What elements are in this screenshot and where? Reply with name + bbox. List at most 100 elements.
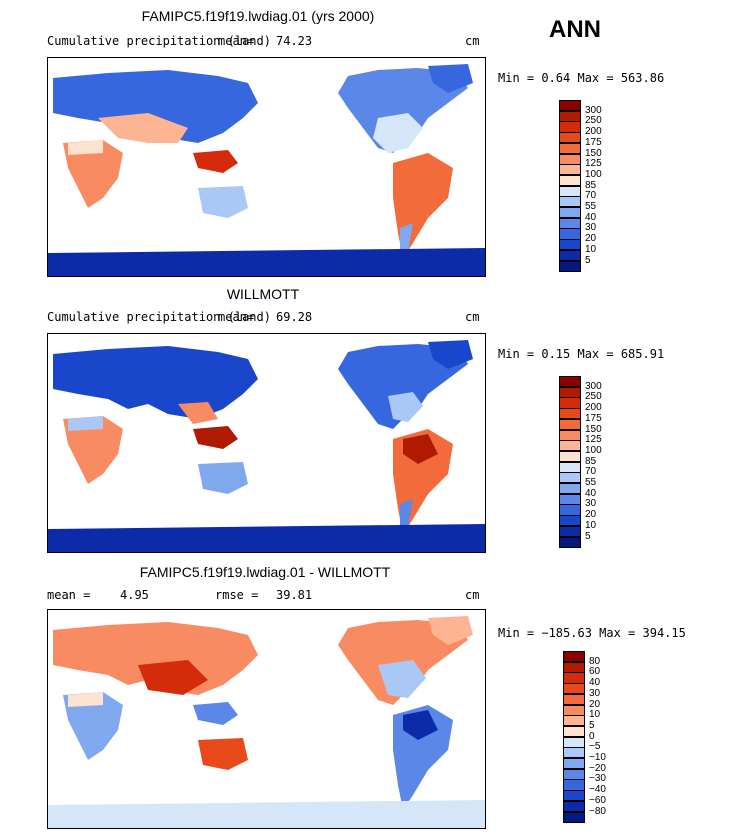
panel2-mean-value: 69.28 (276, 310, 313, 324)
colorbar-tick-label: −30 (589, 773, 606, 785)
colorbar-swatch (563, 790, 585, 802)
panel3-rmse-label: rmse = (215, 588, 259, 602)
colorbar-tick-label: 150 (585, 423, 602, 435)
colorbar-swatch (559, 185, 581, 197)
colorbar-swatch (559, 100, 581, 112)
panel1-mean-value: 74.23 (276, 34, 313, 48)
panel3-stats: Min = −185.63 Max = 394.15 (498, 626, 686, 640)
panel2-map-svg (48, 340, 485, 552)
panel2-subtitle: Cumulative precipitation (land) (47, 310, 271, 324)
colorbar-tick-label: 40 (589, 677, 601, 689)
colorbar-swatch (559, 515, 581, 527)
colorbar-swatch (559, 536, 581, 548)
panel2-na-central (388, 392, 423, 422)
colorbar-swatch (559, 217, 581, 229)
colorbar-swatch (559, 132, 581, 144)
colorbar-tick-label: −10 (589, 752, 606, 763)
colorbar-tick-label: −5 (589, 741, 601, 753)
colorbar-tick-label: 175 (585, 412, 602, 424)
colorbar-tick-label: 85 (585, 455, 597, 467)
colorbar-tick-label: 250 (585, 391, 602, 403)
panel1-subtitle: Cumulative precipitation (land) (47, 34, 271, 48)
colorbar-tick-label: 20 (585, 233, 597, 245)
panel2-title: WILLMOTT (226, 286, 300, 302)
colorbar-swatch (563, 758, 585, 770)
colorbar-tick-label: 10 (585, 243, 597, 255)
colorbar-tick-label: 5 (585, 530, 591, 542)
colorbar-tick-label: 55 (585, 477, 597, 488)
panel3-units: cm (465, 588, 480, 602)
panel3-sahara (68, 692, 103, 707)
colorbar-tick-label: 20 (589, 698, 601, 710)
panel1-greenland (428, 64, 473, 93)
colorbar-tick-label: 80 (589, 655, 601, 667)
panel1-north-america (338, 68, 468, 153)
panel2-stats: Min = 0.15 Max = 685.91 (498, 347, 665, 361)
colorbar-tick-label: 20 (585, 509, 597, 521)
panel3-mean-value: 4.95 (120, 588, 149, 602)
colorbar-tick-label: 5 (585, 254, 591, 266)
colorbar-tick-label: 125 (585, 434, 602, 446)
colorbar-swatch (563, 651, 585, 663)
panel2-units: cm (465, 310, 480, 324)
colorbar-swatch (563, 779, 585, 791)
colorbar-swatch (559, 228, 581, 240)
colorbar-tick-label: 70 (585, 466, 597, 478)
panel2-map (47, 333, 486, 553)
colorbar-swatch (559, 207, 581, 219)
colorbar-tick-label: 40 (585, 487, 597, 499)
panel3-eurasia (53, 622, 258, 695)
panel1-central-asia (98, 113, 188, 143)
colorbar-tick-label: 30 (585, 498, 597, 510)
panel1-mean-label: mean= (218, 34, 255, 48)
colorbar-tick-label: 40 (585, 211, 597, 223)
colorbar-swatch (559, 440, 581, 452)
panel2-antarctica (48, 524, 485, 552)
colorbar-swatch (563, 704, 585, 716)
colorbar-tick-label: 30 (589, 687, 601, 699)
panel2-north-america (338, 344, 468, 429)
colorbar-tick-label: 250 (585, 115, 602, 127)
colorbar-tick-label: 175 (585, 136, 602, 148)
panel2-south-asia (178, 402, 218, 424)
colorbar-tick-label: 100 (585, 444, 602, 456)
panel1-title: FAMIPC5.f19f19.lwdiag.01 (yrs 2000) (141, 8, 375, 24)
panel2-greenland (428, 340, 473, 369)
colorbar-swatch (559, 450, 581, 463)
colorbar-swatch (559, 142, 581, 154)
panel3-maritime-asia (193, 702, 238, 725)
colorbar-tick-label: −60 (589, 794, 606, 806)
panel2-eurasia (53, 346, 258, 419)
colorbar-swatch (559, 164, 581, 176)
colorbar-swatch (559, 408, 581, 420)
panel2-mean-label: mean= (218, 310, 255, 324)
colorbar-tick-label: −80 (589, 805, 606, 817)
colorbar-tick-label: 85 (585, 179, 597, 191)
colorbar-swatch (563, 768, 585, 780)
colorbar-swatch (559, 386, 581, 398)
colorbar-swatch (559, 429, 581, 441)
colorbar-swatch (559, 260, 581, 272)
colorbar-swatch (563, 693, 585, 705)
colorbar-tick-label: −20 (589, 762, 606, 774)
panel1-australia (198, 186, 248, 218)
panel1-eurasia (53, 70, 258, 143)
colorbar-swatch (563, 672, 585, 684)
colorbar-swatch (559, 525, 581, 537)
panel1-map (47, 57, 486, 277)
panel3-rmse-value: 39.81 (276, 588, 313, 602)
colorbar-tick-label: 55 (585, 201, 597, 212)
colorbar-swatch (563, 800, 585, 812)
colorbar-swatch (559, 376, 581, 388)
colorbar-swatch (563, 811, 585, 823)
colorbar-swatch (563, 747, 585, 759)
colorbar-tick-label: 10 (585, 519, 597, 531)
panel3-antarctica (48, 800, 485, 828)
colorbar-swatch (563, 683, 585, 695)
panel2-maritime-asia (193, 426, 238, 449)
panel1-stats: Min = 0.64 Max = 563.86 (498, 71, 665, 85)
colorbar-swatch (559, 483, 581, 495)
panel3-tibet (138, 660, 208, 695)
colorbar-tick-label: 125 (585, 158, 602, 170)
panel3-amazon (403, 710, 438, 740)
